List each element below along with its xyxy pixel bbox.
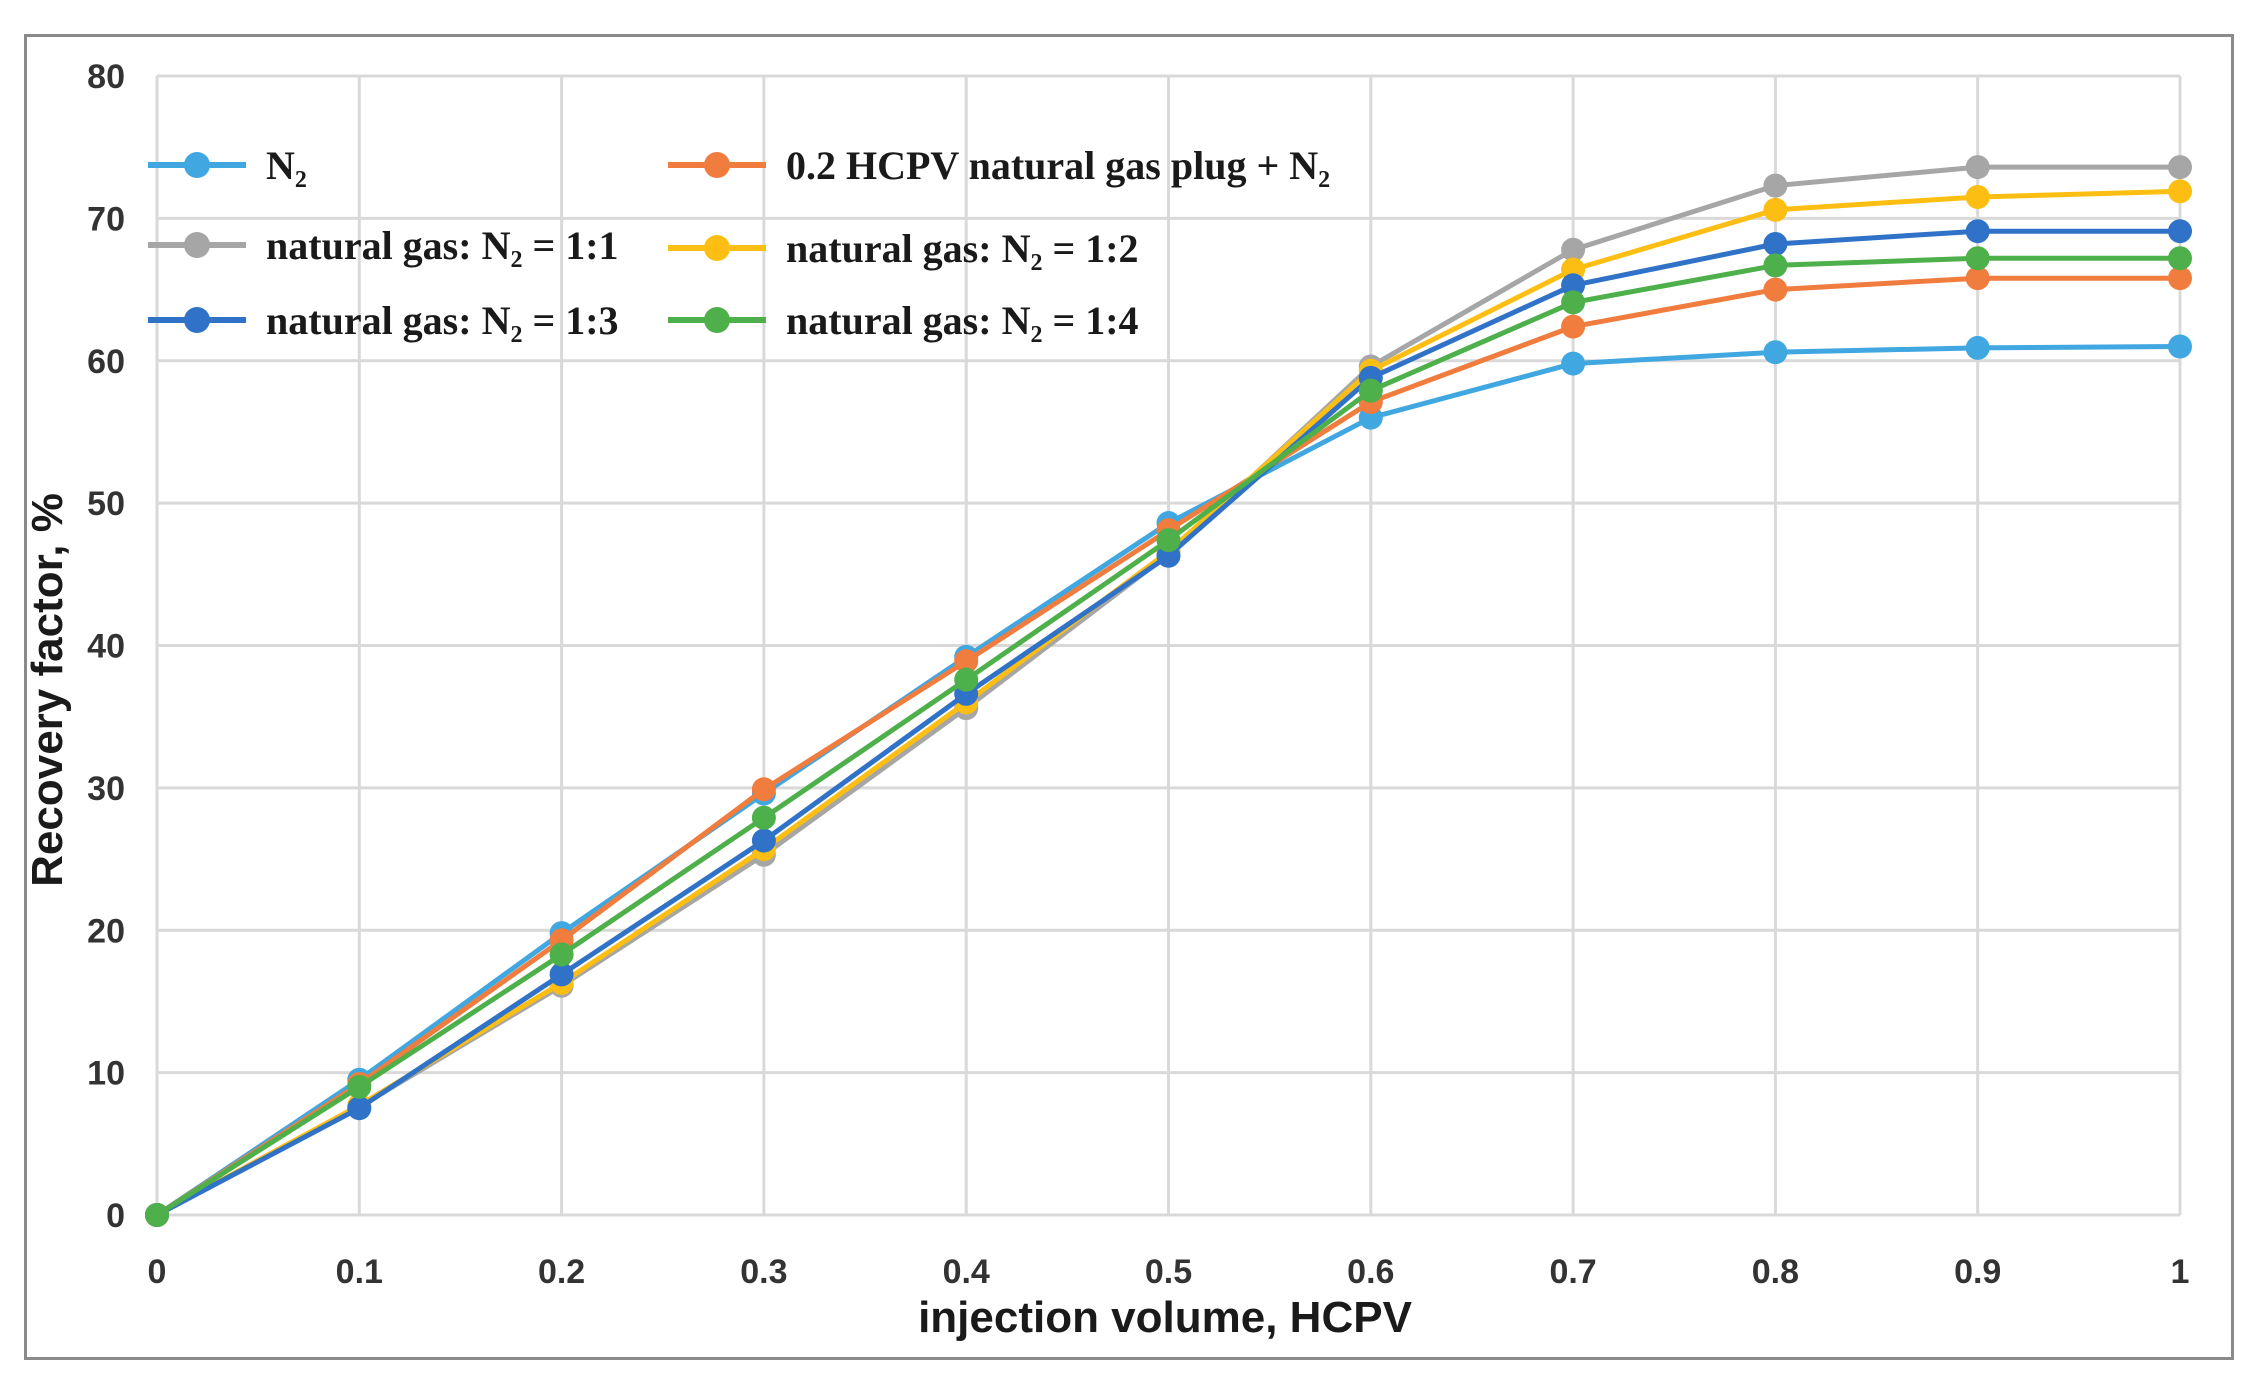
data-point bbox=[751, 805, 776, 830]
x-tick-label: 0.5 bbox=[1145, 1253, 1192, 1291]
data-point bbox=[1965, 335, 1990, 360]
data-point bbox=[145, 1203, 169, 1227]
x-tick-label: 0 bbox=[148, 1253, 167, 1291]
y-tick-label: 40 bbox=[87, 628, 125, 666]
data-point bbox=[1561, 290, 1586, 315]
data-point bbox=[2168, 179, 2192, 204]
legend-marker bbox=[704, 307, 730, 333]
x-tick-label: 1 bbox=[2171, 1253, 2190, 1291]
legend-entry-1: N₂ bbox=[148, 143, 307, 188]
legend-entry-6: natural gas: N₂ = 1:4 bbox=[668, 298, 1139, 343]
y-tick-label: 70 bbox=[87, 200, 125, 238]
data-point bbox=[1763, 253, 1788, 278]
data-point bbox=[549, 942, 574, 967]
data-point bbox=[1763, 173, 1788, 198]
legend-entry-3: natural gas: N₂ = 1:1 bbox=[148, 223, 619, 268]
data-point bbox=[1763, 232, 1788, 257]
data-point bbox=[954, 649, 979, 674]
x-tick-label: 0.1 bbox=[336, 1253, 383, 1291]
y-tick-label: 80 bbox=[87, 58, 125, 96]
y-tick-label: 10 bbox=[87, 1055, 125, 1093]
x-axis-title: injection volume, HCPV bbox=[918, 1293, 1413, 1342]
y-axis-title: Recovery factor, % bbox=[23, 493, 72, 887]
data-point bbox=[1965, 246, 1990, 271]
legend-marker bbox=[704, 152, 730, 178]
data-point bbox=[1965, 185, 1990, 210]
y-tick-label: 60 bbox=[87, 343, 125, 381]
legend-marker bbox=[704, 235, 730, 261]
data-point bbox=[1561, 237, 1586, 262]
x-tick-label: 0.4 bbox=[943, 1253, 990, 1291]
grid bbox=[155, 74, 2182, 1217]
data-point bbox=[1561, 273, 1586, 298]
legend-marker bbox=[184, 232, 210, 258]
data-point bbox=[2168, 219, 2192, 244]
legend-marker bbox=[184, 307, 210, 333]
data-point bbox=[347, 1074, 372, 1099]
legend-entry-4: natural gas: N₂ = 1:2 bbox=[668, 226, 1139, 271]
data-point bbox=[1763, 340, 1788, 365]
data-point bbox=[1561, 351, 1586, 376]
y-tick-label: 50 bbox=[87, 485, 125, 523]
legend-label: natural gas: N₂ = 1:1 bbox=[266, 223, 619, 268]
x-tick-label: 0.8 bbox=[1752, 1253, 1799, 1291]
data-point bbox=[751, 777, 776, 802]
y-tick-label: 0 bbox=[106, 1197, 125, 1235]
x-tick-label: 0.6 bbox=[1347, 1253, 1394, 1291]
legend-marker bbox=[184, 152, 210, 178]
data-point bbox=[1965, 219, 1990, 244]
data-point bbox=[954, 667, 979, 692]
legend-label: N₂ bbox=[266, 143, 307, 188]
series-lines bbox=[145, 155, 2192, 1227]
data-point bbox=[1561, 314, 1586, 339]
data-point bbox=[1763, 277, 1788, 302]
data-point bbox=[1763, 197, 1788, 222]
legend-label: natural gas: N₂ = 1:4 bbox=[786, 298, 1139, 343]
legend: N₂ 0.2 HCPV natural gas plug + N₂ natural … bbox=[148, 143, 1330, 343]
data-point bbox=[549, 962, 574, 987]
legend-entry-2: 0.2 HCPV natural gas plug + N₂ bbox=[668, 143, 1330, 188]
y-tick-label: 30 bbox=[87, 770, 125, 808]
legend-label: natural gas: N₂ = 1:3 bbox=[266, 298, 619, 343]
data-point bbox=[2168, 334, 2192, 359]
x-tick-label: 0.3 bbox=[740, 1253, 787, 1291]
legend-label: 0.2 HCPV natural gas plug + N₂ bbox=[786, 143, 1330, 188]
data-point bbox=[2168, 266, 2192, 291]
data-point bbox=[1965, 266, 1990, 291]
data-point bbox=[347, 1096, 372, 1121]
y-tick-label: 20 bbox=[87, 912, 125, 950]
legend-entry-5: natural gas: N₂ = 1:3 bbox=[148, 298, 619, 343]
x-axis-ticks: 0 0.1 0.2 0.3 0.4 0.5 0.6 0.7 0.8 0.9 1 bbox=[148, 1253, 2190, 1291]
data-point bbox=[2168, 246, 2192, 271]
series-6 bbox=[145, 246, 2192, 1227]
data-point bbox=[1156, 528, 1181, 553]
chart-frame bbox=[24, 34, 2234, 1360]
x-tick-label: 0.9 bbox=[1954, 1253, 2001, 1291]
data-point bbox=[751, 828, 776, 853]
data-point bbox=[2168, 155, 2192, 180]
data-point bbox=[1965, 155, 1990, 180]
x-tick-label: 0.7 bbox=[1549, 1253, 1596, 1291]
legend-label: natural gas: N₂ = 1:2 bbox=[786, 226, 1139, 271]
y-axis-ticks: 0 10 20 30 40 50 60 70 80 bbox=[87, 58, 125, 1235]
data-point bbox=[1358, 378, 1383, 403]
x-tick-label: 0.2 bbox=[538, 1253, 585, 1291]
